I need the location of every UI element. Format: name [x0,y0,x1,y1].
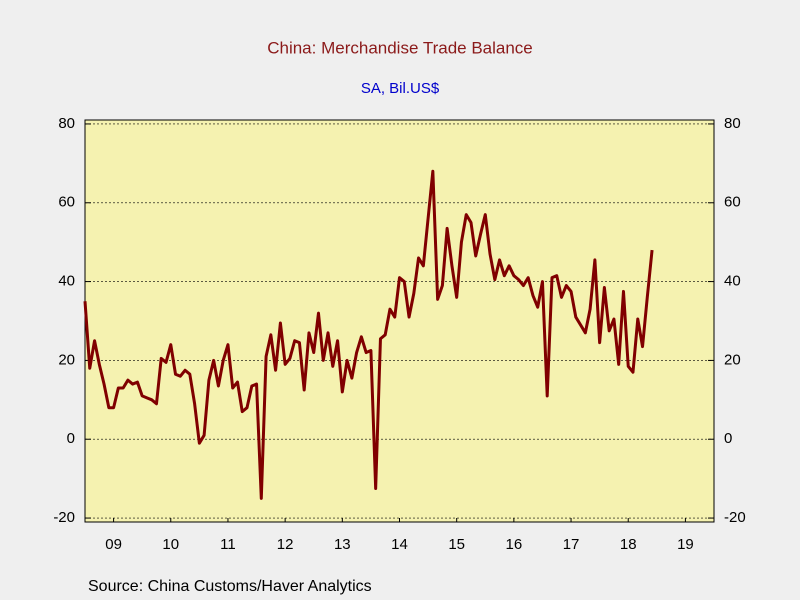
x-tick-label: 09 [105,536,122,553]
chart-title: China: Merchandise Trade Balance [267,38,533,57]
x-tick-label: 14 [391,536,408,553]
y2-tick-label: 60 [724,194,741,211]
y-tick-label: 60 [58,194,75,211]
x-tick-label: 17 [563,536,580,553]
x-tick-label: 11 [220,536,236,553]
x-tick-label: 15 [448,536,465,553]
x-tick-label: 12 [277,536,294,553]
x-tick-label: 10 [162,536,179,553]
plot-area [84,119,715,523]
y2-tick-label: 0 [724,430,732,447]
chart-subtitle: SA, Bil.US$ [361,80,440,97]
y2-tick-label: 20 [724,351,741,368]
y-tick-label: 80 [58,115,75,132]
y-tick-label: 40 [58,273,75,290]
y2-tick-label: 80 [724,115,741,132]
y2-tick-label: 40 [724,273,741,290]
y-tick-label: -20 [53,509,75,526]
y-tick-label: 0 [67,430,75,447]
x-tick-label: 19 [677,536,694,553]
data-line [83,169,654,500]
y2-tick-label: -20 [724,509,746,526]
source-note: Source: China Customs/Haver Analytics [88,578,372,595]
x-tick-label: 13 [334,536,351,553]
x-tick-label: 18 [620,536,637,553]
x-tick-label: 16 [506,536,523,553]
y-tick-label: 20 [58,351,75,368]
